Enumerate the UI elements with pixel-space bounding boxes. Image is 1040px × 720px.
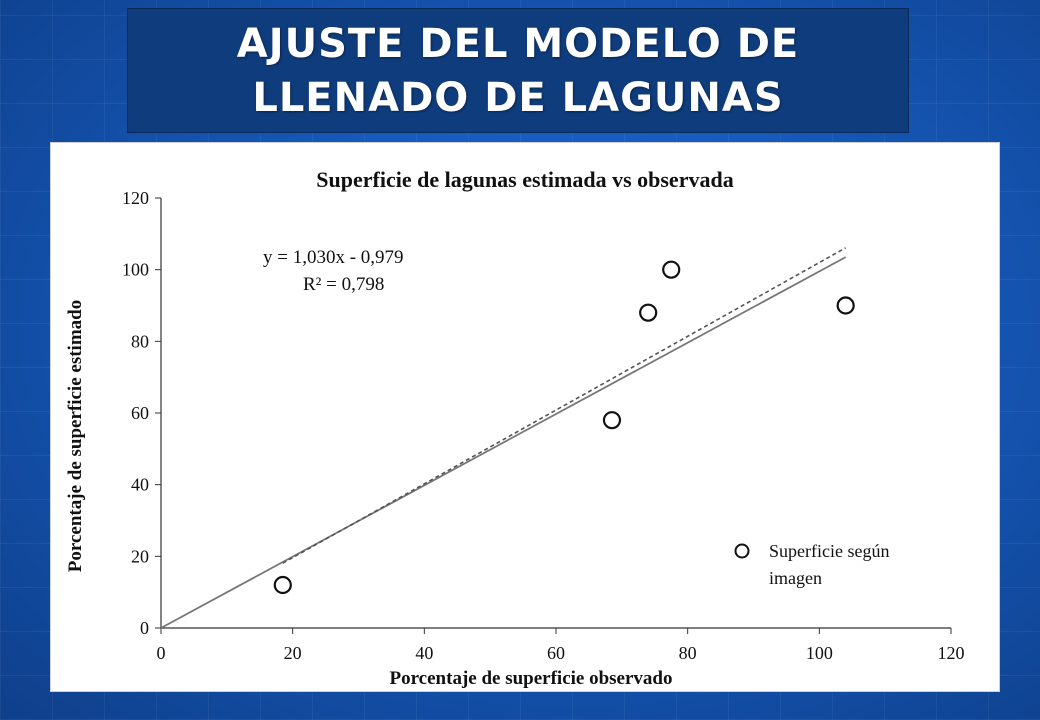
x-tick-label: 40 — [415, 643, 433, 663]
x-axis-label: Porcentaje de superficie observado — [389, 668, 672, 689]
scatter-chart: Superficie de lagunas estimada vs observ… — [65, 167, 965, 689]
data-point — [273, 575, 292, 595]
legend-label-line-1: Superficie según — [769, 541, 889, 561]
legend-label-line-2: imagen — [769, 568, 822, 588]
x-tick-label: 60 — [547, 643, 565, 663]
y-tick-label: 60 — [131, 403, 149, 423]
legend-marker — [734, 543, 750, 559]
x-tick-label: 20 — [284, 643, 302, 663]
y-tick-label: 100 — [122, 260, 149, 280]
data-point — [639, 303, 658, 322]
chart-title: Superficie de lagunas estimada vs observ… — [316, 167, 733, 192]
y-tick-label: 40 — [131, 475, 149, 495]
x-tick-label: 80 — [679, 643, 697, 663]
data-points — [273, 260, 855, 595]
x-tick-label: 0 — [157, 643, 166, 663]
x-tick-label: 100 — [806, 643, 833, 663]
data-point — [662, 260, 681, 279]
legend-label: Superficie según imagen — [769, 541, 894, 588]
data-point — [602, 411, 622, 430]
legend: Superficie según imagen — [734, 541, 894, 588]
chart-panel: Superficie de lagunas estimada vs observ… — [50, 142, 1000, 692]
y-tick-label: 80 — [131, 331, 149, 351]
x-tick-label: 120 — [938, 643, 965, 663]
slide-title-line-1: AJUSTE DEL MODELO DE — [236, 20, 800, 67]
y-axis-label: Porcentaje de superficie estimado — [65, 300, 86, 572]
data-point — [836, 296, 855, 315]
trend-line-dashed — [282, 247, 847, 564]
fit-lines — [160, 247, 847, 629]
y-tick-label: 20 — [131, 546, 149, 566]
regression-line — [160, 256, 847, 629]
slide-title-line-2: LLENADO DE LAGUNAS — [252, 74, 784, 121]
axes: 0 20 40 60 80 100 120 0 20 40 60 80 100 120 — [122, 188, 965, 663]
y-tick-label: 120 — [122, 188, 149, 208]
regression-equation: y = 1,030x - 0,979 — [263, 247, 404, 268]
r-squared-label: R² = 0,798 — [303, 274, 384, 295]
slide-title-box: AJUSTE DEL MODELO DE LLENADO DE LAGUNAS — [127, 8, 909, 133]
y-tick-label: 0 — [140, 618, 149, 638]
slide-title: AJUSTE DEL MODELO DE LLENADO DE LAGUNAS — [237, 17, 799, 125]
